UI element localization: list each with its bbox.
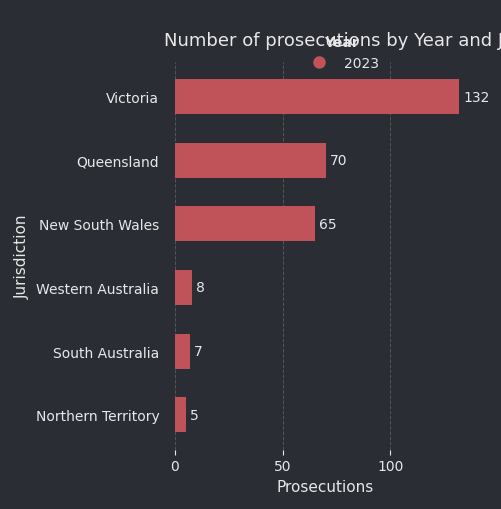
Text: 70: 70 — [329, 154, 347, 168]
Text: Number of prosecutions by Year and Jurisdiction: Number of prosecutions by Year and Juris… — [164, 32, 501, 50]
Text: 8: 8 — [196, 281, 205, 295]
Bar — [174, 80, 458, 115]
Legend: 2023: 2023 — [299, 31, 383, 77]
Text: 65: 65 — [319, 217, 336, 232]
Bar — [174, 144, 325, 179]
Text: 7: 7 — [194, 345, 202, 358]
Bar — [174, 270, 192, 305]
Text: 5: 5 — [189, 408, 198, 422]
Y-axis label: Jurisdiction: Jurisdiction — [15, 214, 30, 298]
Text: 132: 132 — [462, 91, 488, 104]
Bar — [174, 398, 185, 432]
X-axis label: Prosecutions: Prosecutions — [277, 479, 373, 494]
Bar — [174, 207, 314, 242]
Bar — [174, 334, 189, 369]
